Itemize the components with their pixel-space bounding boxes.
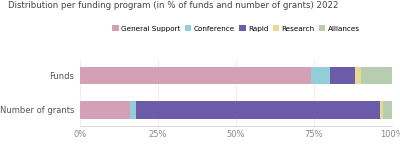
Legend: General Support, Conference, Rapid, Research, Alliances: General Support, Conference, Rapid, Rese… <box>110 22 362 34</box>
Bar <box>311 67 330 84</box>
Bar <box>80 67 311 84</box>
Bar <box>354 67 361 84</box>
Bar <box>136 101 380 119</box>
Bar <box>330 67 354 84</box>
Bar <box>383 101 392 119</box>
Text: Distribution per funding program (in % of funds and number of grants) 2022: Distribution per funding program (in % o… <box>8 1 338 10</box>
Bar <box>80 101 130 119</box>
Bar <box>361 67 392 84</box>
Bar <box>380 101 383 119</box>
Bar <box>130 101 136 119</box>
